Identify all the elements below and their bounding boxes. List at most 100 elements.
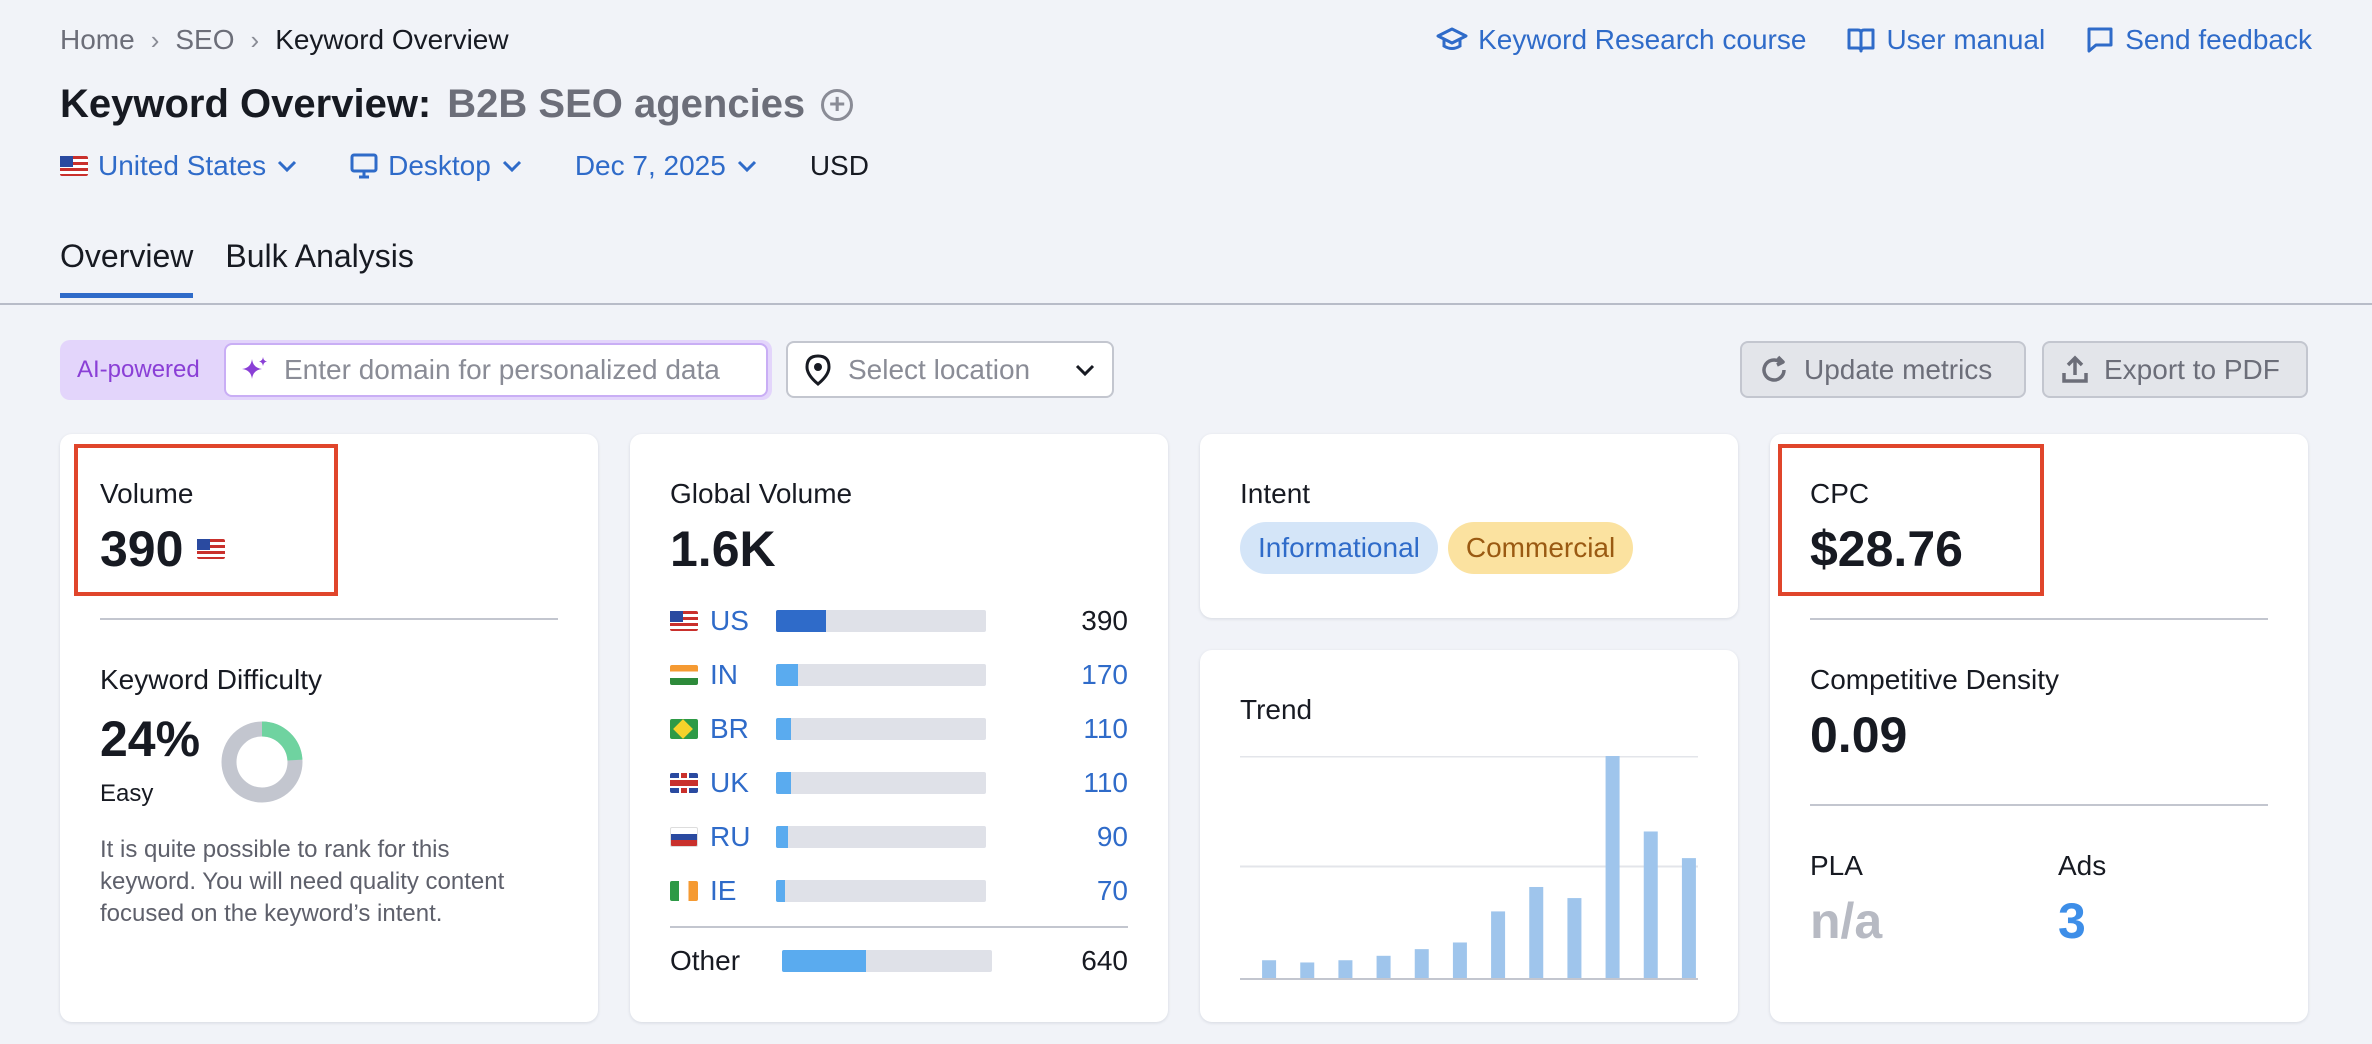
brazil-flag-icon [670,719,698,739]
trend-label: Trend [1240,694,1313,725]
page-title: Keyword Overview: B2B SEO agencies + [60,82,854,127]
intent-tag-informational[interactable]: Informational [1240,522,1438,574]
pla-value: n/a [1810,893,1883,949]
currency-label: USD [809,150,869,181]
ireland-flag-icon [670,881,698,901]
device-label: Desktop [388,150,491,181]
country-bar-fill [776,610,827,632]
update-metrics-label: Update metrics [1804,353,1993,385]
trend-bar[interactable] [1681,858,1696,978]
cpc-highlight [1778,444,2044,596]
country-bar-track [776,718,986,740]
competitive-density-value: 0.09 [1810,707,1908,763]
tab-bulk-analysis[interactable]: Bulk Analysis [225,238,414,274]
volume-value: 390 [100,521,184,577]
country-value: 110 [1083,713,1128,744]
ai-powered-label: AI-powered [77,356,200,383]
keyword-research-course-link[interactable]: Keyword Research course [1436,24,1806,56]
ads-value[interactable]: 3 [2058,893,2086,949]
graduation-cap-icon [1436,27,1468,50]
trend-bar[interactable] [1376,955,1391,978]
country-bar-fill [776,664,799,686]
country-row-other: Other 640 [670,945,1128,976]
country-row-br[interactable]: BR 110 [670,713,1128,744]
country-row-uk[interactable]: UK 110 [670,767,1128,798]
trend-bar[interactable] [1452,942,1467,978]
ads-label: Ads [2058,850,2107,881]
chevron-down-icon [737,160,756,173]
intent-tag-commercial[interactable]: Commercial [1447,522,1634,574]
competitive-density-label: Competitive Density [1810,664,2059,695]
kd-note: It is quite possible to rank for this ke… [100,836,505,927]
send-feedback-link[interactable]: Send feedback [2085,24,2312,56]
global-volume-value: 1.6K [670,521,776,577]
country-code: BR [710,713,749,744]
country-label: United States [98,150,267,181]
tab-overview[interactable]: Overview [60,238,194,298]
trend-bar[interactable] [1643,831,1658,978]
trend-bar[interactable] [1338,960,1353,978]
device-dropdown[interactable]: Desktop [350,150,523,182]
us-flag-icon [197,539,226,559]
chat-icon [2087,27,2113,53]
global-volume-label: Global Volume [670,478,853,509]
cpc-card: CPC $28.76 Competitive Density 0.09 PLA … [1770,434,2308,1022]
trend-bar[interactable] [1414,949,1429,978]
divider [670,926,1128,928]
date-label: Dec 7, 2025 [574,150,726,181]
divider [100,618,558,620]
trend-bar[interactable] [1300,962,1315,978]
volume-label: Volume [100,478,194,509]
kd-donut-chart [221,721,303,803]
export-pdf-button[interactable]: Export to PDF [2042,341,2308,398]
cpc-value: $28.76 [1810,521,1963,577]
pla-label: PLA [1810,850,1863,881]
trend-bar[interactable] [1491,911,1506,978]
us-flag-icon [670,611,698,631]
divider [1810,618,2268,620]
date-dropdown[interactable]: Dec 7, 2025 [575,150,758,182]
country-bar-track [776,664,986,686]
country-bar-track [776,610,986,632]
us-flag-icon [60,156,88,176]
user-manual-label: User manual [1886,24,2046,55]
location-placeholder: Select location [848,353,1031,385]
trend-bar[interactable] [1567,898,1582,978]
trend-bar[interactable] [1262,960,1277,978]
breadcrumb-seo[interactable]: SEO [175,24,235,55]
country-code: IN [710,659,738,690]
country-row-ie[interactable]: IE 70 [670,875,1128,906]
trend-bar[interactable] [1605,756,1620,978]
country-code: US [710,605,749,636]
location-select[interactable]: Select location [786,341,1114,398]
volume-kd-card: Volume 390 Keyword Difficulty 24% Easy I… [60,434,598,1022]
country-bar-fill [776,718,791,740]
trend-chart [1240,756,1698,980]
add-circle-icon[interactable]: + [821,88,854,121]
chevron-down-icon [278,160,297,173]
user-manual-link[interactable]: User manual [1846,24,2045,56]
country-code: RU [710,821,751,852]
country-bar-fill [776,826,788,848]
location-pin-icon [805,353,831,386]
breadcrumb-home[interactable]: Home [60,24,135,55]
chevron-down-icon [1075,364,1095,376]
country-row-in[interactable]: IN 170 [670,659,1128,690]
trend-bar[interactable] [1529,886,1544,978]
tab-bar: Overview Bulk Analysis [60,238,414,298]
country-code: IE [710,875,737,906]
refresh-icon [1762,355,1786,382]
divider [1810,804,2268,806]
country-bar-fill [776,880,786,902]
keyword-research-course-label: Keyword Research course [1478,24,1807,55]
intent-card: Intent Informational Commercial [1200,434,1738,618]
sparkle-icon [242,357,267,379]
country-bar-track [782,950,992,972]
country-dropdown[interactable]: United States [60,150,298,182]
country-row-ru[interactable]: RU 90 [670,821,1128,852]
country-row-us[interactable]: US 390 [670,605,1128,636]
chevron-right-icon: › [150,24,160,55]
domain-input[interactable] [284,354,754,386]
kd-donut-fill [221,721,303,803]
update-metrics-button[interactable]: Update metrics [1740,341,2026,398]
